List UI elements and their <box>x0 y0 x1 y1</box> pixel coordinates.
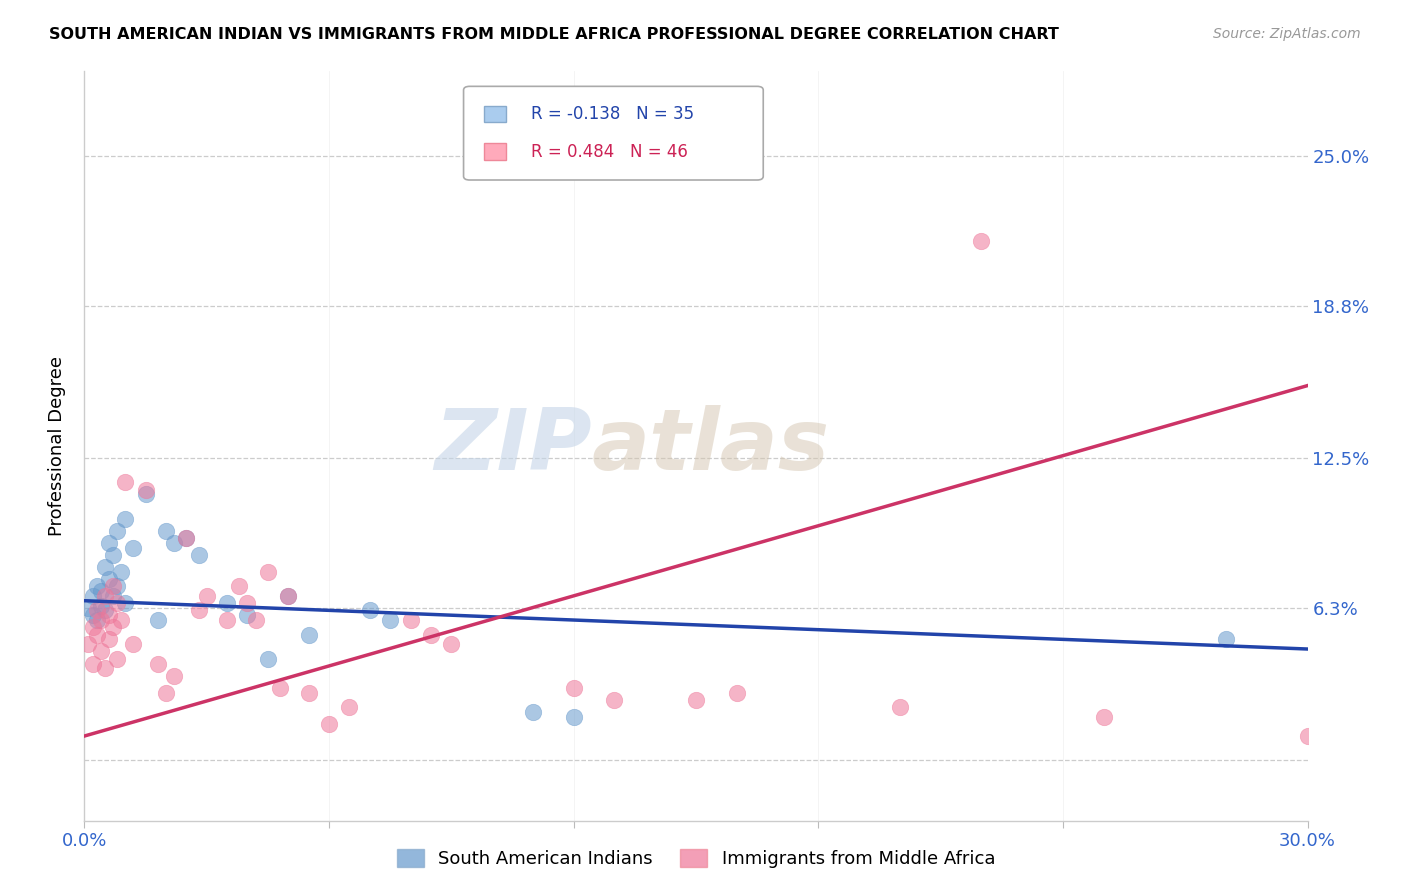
Y-axis label: Professional Degree: Professional Degree <box>48 356 66 536</box>
Text: ZIP: ZIP <box>434 404 592 488</box>
Point <box>236 596 259 610</box>
Point <box>236 608 259 623</box>
Point <box>163 535 186 549</box>
Point <box>101 620 124 634</box>
Point <box>318 717 340 731</box>
Point <box>889 700 911 714</box>
Point <box>114 511 136 525</box>
Point <box>174 531 197 545</box>
Point <box>562 681 585 695</box>
Point <box>725 685 748 699</box>
Point <box>93 603 115 617</box>
Point <box>339 700 361 714</box>
Point <box>105 651 128 665</box>
Text: atlas: atlas <box>592 404 830 488</box>
Point <box>146 613 169 627</box>
FancyBboxPatch shape <box>464 87 763 180</box>
Point <box>277 589 299 603</box>
Point <box>187 548 209 562</box>
Point <box>1215 632 1237 647</box>
Point <box>228 579 250 593</box>
Point <box>135 483 157 497</box>
Text: R = 0.484   N = 46: R = 0.484 N = 46 <box>531 143 688 161</box>
Text: SOUTH AMERICAN INDIAN VS IMMIGRANTS FROM MIDDLE AFRICA PROFESSIONAL DEGREE CORRE: SOUTH AMERICAN INDIAN VS IMMIGRANTS FROM… <box>49 27 1059 42</box>
Point <box>90 599 112 613</box>
Point <box>82 657 104 671</box>
Point <box>562 709 585 723</box>
Point <box>101 579 124 593</box>
Point <box>77 637 100 651</box>
Point <box>277 589 299 603</box>
Point <box>93 589 115 603</box>
Point <box>257 651 280 665</box>
Point <box>86 603 108 617</box>
Point <box>269 681 291 695</box>
Point <box>420 627 443 641</box>
Point <box>440 637 463 651</box>
Point <box>93 661 115 675</box>
Point <box>380 613 402 627</box>
Point <box>122 541 145 555</box>
Point <box>217 613 239 627</box>
Point <box>1296 729 1319 743</box>
Point <box>77 601 100 615</box>
Point <box>298 627 321 641</box>
Point <box>257 565 280 579</box>
Point <box>97 572 120 586</box>
Point <box>603 693 626 707</box>
Point <box>105 596 128 610</box>
Point <box>82 620 104 634</box>
Text: R = -0.138   N = 35: R = -0.138 N = 35 <box>531 105 695 123</box>
Point <box>97 608 120 623</box>
Point <box>146 657 169 671</box>
Point <box>155 685 177 699</box>
Point <box>86 613 108 627</box>
Point <box>298 685 321 699</box>
Point <box>359 603 381 617</box>
Point <box>135 487 157 501</box>
Text: Source: ZipAtlas.com: Source: ZipAtlas.com <box>1213 27 1361 41</box>
Point <box>86 579 108 593</box>
Point <box>163 668 186 682</box>
Point <box>90 644 112 658</box>
FancyBboxPatch shape <box>484 106 506 122</box>
FancyBboxPatch shape <box>484 144 506 160</box>
Point <box>105 524 128 538</box>
Point <box>90 584 112 599</box>
Point <box>110 565 132 579</box>
Point <box>90 613 112 627</box>
Point <box>101 548 124 562</box>
Point <box>970 234 993 248</box>
Point <box>82 589 104 603</box>
Point <box>97 535 120 549</box>
Point <box>114 475 136 490</box>
Point <box>110 613 132 627</box>
Point <box>399 613 422 627</box>
Point <box>114 596 136 610</box>
Point <box>82 608 104 623</box>
Point <box>245 613 267 627</box>
Point <box>86 627 108 641</box>
Point <box>155 524 177 538</box>
Legend: South American Indians, Immigrants from Middle Africa: South American Indians, Immigrants from … <box>389 841 1002 875</box>
Point <box>105 579 128 593</box>
Point <box>187 603 209 617</box>
Point <box>122 637 145 651</box>
Point <box>93 559 115 574</box>
Point <box>217 596 239 610</box>
Point <box>1092 709 1115 723</box>
Point <box>685 693 707 707</box>
Point <box>97 632 120 647</box>
Point <box>522 705 544 719</box>
Point <box>174 531 197 545</box>
Point <box>195 589 218 603</box>
Point <box>101 589 124 603</box>
